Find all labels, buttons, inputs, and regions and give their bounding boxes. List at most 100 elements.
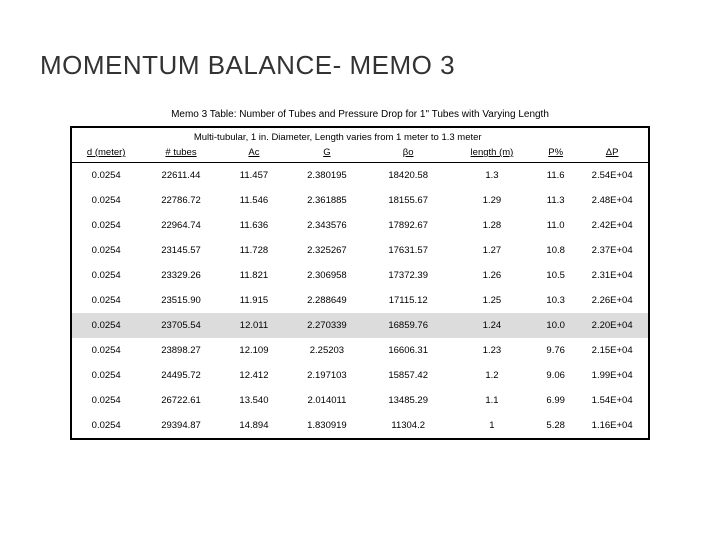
cell-d: 0.0254 xyxy=(72,388,140,413)
cell-tubes: 23515.90 xyxy=(140,288,221,313)
col-g: G xyxy=(286,145,367,163)
cell-bo: 18155.67 xyxy=(368,188,449,213)
cell-g: 2.25203 xyxy=(286,338,367,363)
cell-ac: 12.011 xyxy=(222,313,287,338)
cell-p: 9.76 xyxy=(535,338,576,363)
table-row: 0.025423145.5711.7282.32526717631.571.27… xyxy=(72,238,648,263)
cell-p: 11.3 xyxy=(535,188,576,213)
cell-bo: 16606.31 xyxy=(368,338,449,363)
cell-tubes: 24495.72 xyxy=(140,363,221,388)
cell-ac: 11.915 xyxy=(222,288,287,313)
cell-g: 2.288649 xyxy=(286,288,367,313)
cell-dp: 2.54E+04 xyxy=(576,163,648,189)
cell-len: 1.23 xyxy=(449,338,535,363)
cell-tubes: 26722.61 xyxy=(140,388,221,413)
cell-ac: 11.457 xyxy=(222,163,287,189)
cell-len: 1.1 xyxy=(449,388,535,413)
cell-tubes: 23898.27 xyxy=(140,338,221,363)
cell-p: 5.28 xyxy=(535,413,576,438)
cell-dp: 1.16E+04 xyxy=(576,413,648,438)
cell-bo: 18420.58 xyxy=(368,163,449,189)
cell-d: 0.0254 xyxy=(72,413,140,438)
cell-len: 1.24 xyxy=(449,313,535,338)
cell-ac: 14.894 xyxy=(222,413,287,438)
super-header: Multi-tubular, 1 in. Diameter, Length va… xyxy=(140,128,535,145)
cell-d: 0.0254 xyxy=(72,188,140,213)
table-row: 0.025424495.7212.4122.19710315857.421.29… xyxy=(72,363,648,388)
col-dp: ΔP xyxy=(576,145,648,163)
cell-dp: 2.48E+04 xyxy=(576,188,648,213)
table-row: 0.025423329.2611.8212.30695817372.391.26… xyxy=(72,263,648,288)
cell-ac: 11.546 xyxy=(222,188,287,213)
cell-dp: 2.20E+04 xyxy=(576,313,648,338)
cell-dp: 2.42E+04 xyxy=(576,213,648,238)
cell-d: 0.0254 xyxy=(72,313,140,338)
cell-len: 1.29 xyxy=(449,188,535,213)
cell-d: 0.0254 xyxy=(72,363,140,388)
cell-tubes: 22786.72 xyxy=(140,188,221,213)
cell-d: 0.0254 xyxy=(72,163,140,189)
cell-g: 2.343576 xyxy=(286,213,367,238)
cell-d: 0.0254 xyxy=(72,263,140,288)
table-row: 0.025423898.2712.1092.2520316606.311.239… xyxy=(72,338,648,363)
cell-p: 6.99 xyxy=(535,388,576,413)
cell-ac: 13.540 xyxy=(222,388,287,413)
cell-bo: 17892.67 xyxy=(368,213,449,238)
cell-dp: 1.99E+04 xyxy=(576,363,648,388)
column-header-row: d (meter) # tubes Ac G βo length (m) P% … xyxy=(72,145,648,163)
cell-p: 10.8 xyxy=(535,238,576,263)
cell-ac: 11.728 xyxy=(222,238,287,263)
col-p: P% xyxy=(535,145,576,163)
cell-bo: 15857.42 xyxy=(368,363,449,388)
cell-bo: 11304.2 xyxy=(368,413,449,438)
cell-g: 2.325267 xyxy=(286,238,367,263)
cell-tubes: 22611.44 xyxy=(140,163,221,189)
cell-d: 0.0254 xyxy=(72,213,140,238)
page-title: MOMENTUM BALANCE- MEMO 3 xyxy=(40,50,680,81)
cell-len: 1 xyxy=(449,413,535,438)
cell-len: 1.25 xyxy=(449,288,535,313)
cell-ac: 12.109 xyxy=(222,338,287,363)
cell-g: 1.830919 xyxy=(286,413,367,438)
cell-d: 0.0254 xyxy=(72,288,140,313)
table-row: 0.025423515.9011.9152.28864917115.121.25… xyxy=(72,288,648,313)
cell-len: 1.27 xyxy=(449,238,535,263)
cell-p: 11.6 xyxy=(535,163,576,189)
cell-g: 2.361885 xyxy=(286,188,367,213)
cell-tubes: 29394.87 xyxy=(140,413,221,438)
cell-tubes: 23329.26 xyxy=(140,263,221,288)
cell-dp: 2.15E+04 xyxy=(576,338,648,363)
cell-g: 2.380195 xyxy=(286,163,367,189)
cell-dp: 2.37E+04 xyxy=(576,238,648,263)
cell-bo: 16859.76 xyxy=(368,313,449,338)
cell-tubes: 22964.74 xyxy=(140,213,221,238)
cell-p: 10.5 xyxy=(535,263,576,288)
cell-len: 1.28 xyxy=(449,213,535,238)
cell-dp: 2.26E+04 xyxy=(576,288,648,313)
table-body: 0.025422611.4411.4572.38019518420.581.31… xyxy=(72,163,648,439)
col-d: d (meter) xyxy=(72,145,140,163)
cell-bo: 17631.57 xyxy=(368,238,449,263)
cell-p: 9.06 xyxy=(535,363,576,388)
cell-tubes: 23145.57 xyxy=(140,238,221,263)
cell-bo: 13485.29 xyxy=(368,388,449,413)
cell-d: 0.0254 xyxy=(72,338,140,363)
cell-p: 10.3 xyxy=(535,288,576,313)
table-row: 0.025422611.4411.4572.38019518420.581.31… xyxy=(72,163,648,189)
cell-tubes: 23705.54 xyxy=(140,313,221,338)
table-row: 0.025422786.7211.5462.36188518155.671.29… xyxy=(72,188,648,213)
table-row: 0.025423705.5412.0112.27033916859.761.24… xyxy=(72,313,648,338)
cell-ac: 12.412 xyxy=(222,363,287,388)
data-table-container: Multi-tubular, 1 in. Diameter, Length va… xyxy=(70,126,650,440)
cell-d: 0.0254 xyxy=(72,238,140,263)
cell-g: 2.197103 xyxy=(286,363,367,388)
cell-bo: 17372.39 xyxy=(368,263,449,288)
col-bo: βo xyxy=(368,145,449,163)
data-table: Multi-tubular, 1 in. Diameter, Length va… xyxy=(72,128,648,438)
col-ac: Ac xyxy=(222,145,287,163)
cell-g: 2.014011 xyxy=(286,388,367,413)
cell-g: 2.270339 xyxy=(286,313,367,338)
cell-len: 1.3 xyxy=(449,163,535,189)
table-caption: Memo 3 Table: Number of Tubes and Pressu… xyxy=(40,109,680,120)
cell-g: 2.306958 xyxy=(286,263,367,288)
